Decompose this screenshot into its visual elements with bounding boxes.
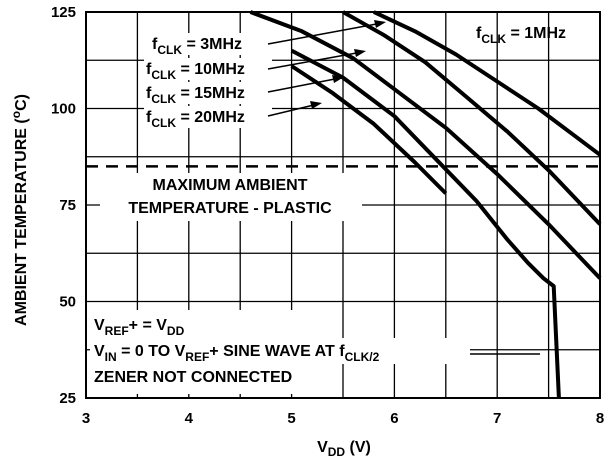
plot-frame — [85, 11, 601, 399]
x-tick-label: 6 — [390, 410, 398, 427]
x-tick-label: 3 — [82, 410, 90, 427]
conditions-notes: VREF+ = VDD VIN = 0 TO VREF+ SINE WAVE A… — [90, 310, 540, 394]
annotation-15mhz: fCLK = 15MHz — [144, 75, 344, 106]
x-tick-label: 5 — [287, 410, 295, 427]
reference-label: MAXIMUM AMBIENT TEMPERATURE - PLASTIC — [100, 173, 362, 221]
series-line-4 — [290, 64, 448, 195]
series-line-1 — [342, 10, 602, 226]
svg-text:TEMPERATURE - PLASTIC: TEMPERATURE - PLASTIC — [128, 200, 332, 217]
series-line-0 — [372, 10, 602, 157]
annotation-20mhz: fCLK = 20MHz — [144, 101, 322, 130]
y-tick-label: 50 — [59, 294, 76, 311]
y-axis-title: AMBIENT TEMPERATURE (oC) — [9, 94, 30, 326]
y-tick-label: 125 — [51, 4, 76, 21]
x-tick-label: 7 — [493, 410, 501, 427]
svg-text:fCLK = 1MHz: fCLK = 1MHz — [476, 25, 566, 46]
series-line-2 — [249, 10, 602, 280]
series-line-3 — [290, 48, 561, 399]
svg-text:MAXIMUM AMBIENT: MAXIMUM AMBIENT — [153, 177, 308, 194]
svg-text:fCLK = 20MHz: fCLK = 20MHz — [146, 109, 245, 130]
annotation-1mhz: fCLK = 1MHz — [476, 25, 566, 46]
y-tick-label: 25 — [59, 390, 76, 407]
x-tick-label: 4 — [185, 410, 194, 427]
note-line-3: ZENER NOT CONNECTED — [94, 369, 292, 386]
tick-labels: 3 4 5 6 7 8 25 50 75 100 125 — [51, 4, 604, 427]
annotation-10mhz: fCLK = 10MHz — [144, 49, 366, 82]
note-line-2: VIN = 0 TO VREF+ SINE WAVE AT fCLK/2 — [94, 343, 380, 364]
svg-text:fCLK = 15MHz: fCLK = 15MHz — [146, 85, 245, 106]
svg-text:fCLK = 10MHz: fCLK = 10MHz — [146, 61, 245, 82]
y-tick-label: 100 — [51, 101, 76, 118]
annotation-3mhz: fCLK = 3MHz — [150, 20, 386, 57]
y-tick-label: 75 — [59, 197, 76, 214]
svg-text:fCLK = 3MHz: fCLK = 3MHz — [152, 36, 242, 57]
x-tick-label: 8 — [596, 410, 604, 427]
x-axis-title: VDD (V) — [317, 439, 371, 458]
note-line-1: VREF+ = VDD — [94, 317, 185, 338]
